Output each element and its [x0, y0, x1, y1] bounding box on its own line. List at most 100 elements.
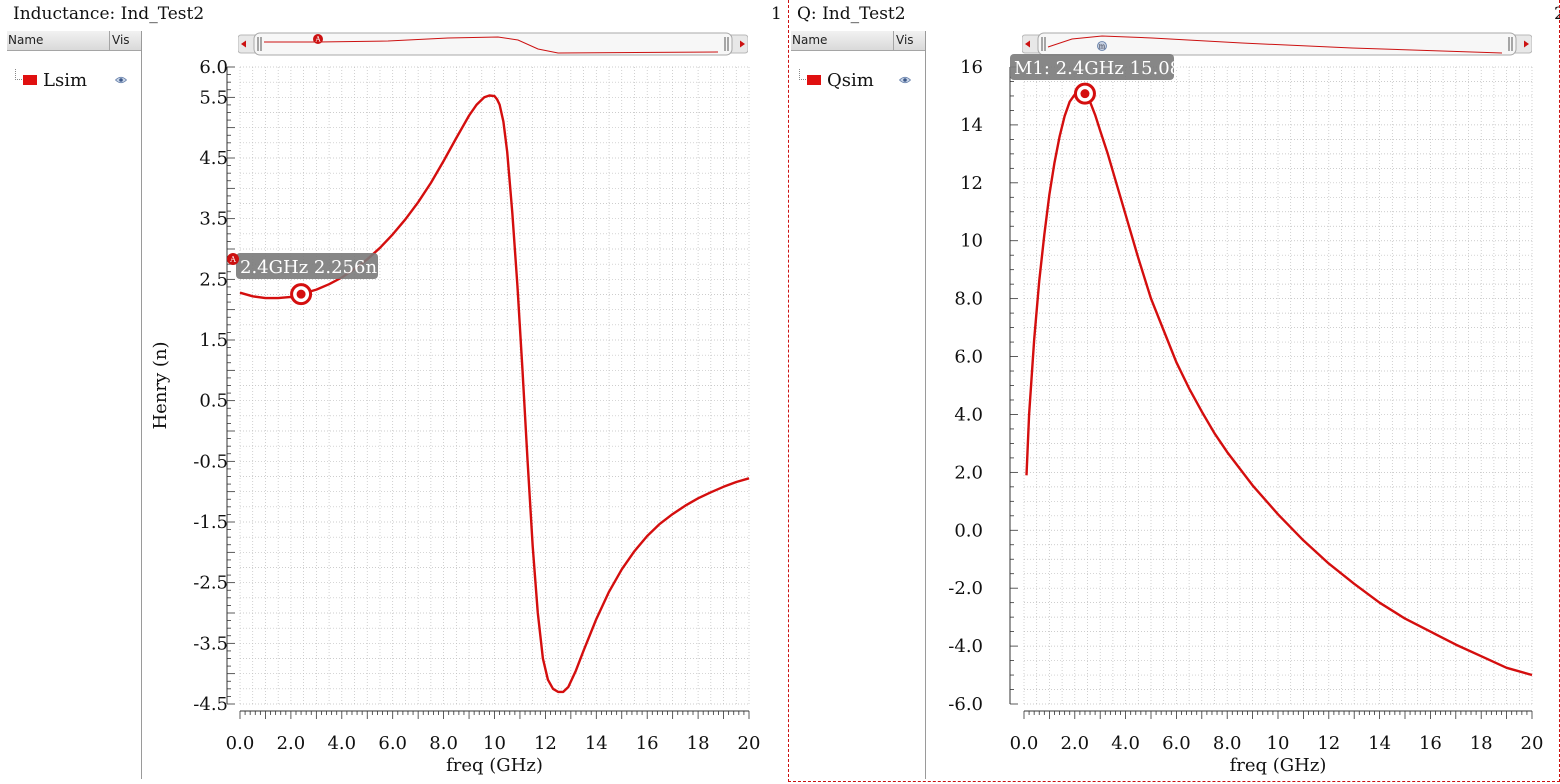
y-tick-label: 8.0	[954, 289, 983, 310]
y-tick-label: 16	[960, 57, 983, 78]
zoom-slider[interactable]: m	[1022, 31, 1532, 59]
y-tick-label: 4.5	[199, 148, 228, 169]
x-axis-title: freq (GHz)	[1230, 755, 1327, 776]
legend-name-header[interactable]: Name	[792, 33, 828, 47]
trace-name: Qsim	[827, 70, 874, 91]
x-axis: 0.0 2.0 4.0 6.0 8.0 10 12 14 16 18 20 freq (GHz)	[226, 710, 760, 776]
legend-vis-header[interactable]: Vis	[112, 33, 130, 47]
zoom-slider[interactable]: A	[238, 31, 748, 59]
marker-m1[interactable]: M1: 2.4GHz 15.08	[1010, 54, 1181, 105]
y-tick-label: -0.5	[193, 451, 228, 472]
y-tick-label: 0.5	[199, 391, 228, 412]
y-tick-label: 2.5	[199, 269, 228, 290]
trace-name: Lsim	[43, 70, 88, 91]
y-tick-label: -1.5	[193, 512, 228, 533]
y-tick-label: 2.0	[954, 462, 983, 483]
y-tick-label: 1.5	[199, 330, 228, 351]
x-tick-label: 18	[687, 733, 710, 754]
x-tick-label: 14	[1368, 733, 1391, 754]
x-tick-label: 4.0	[1111, 733, 1140, 754]
plot-grid	[1023, 66, 1533, 705]
pane-title: Inductance: Ind_Test2	[13, 4, 205, 24]
x-tick-label: 2.0	[277, 733, 306, 754]
legend-header: Name Vis	[791, 31, 925, 51]
pane-title: Q: Ind_Test2	[797, 4, 906, 24]
y-tick-label: -6.0	[948, 694, 983, 715]
marker-a[interactable]: 2.4GHz 2.256n A	[227, 253, 378, 306]
svg-text:m: m	[1099, 43, 1106, 51]
x-tick-label: 10	[483, 733, 506, 754]
x-tick-label: 0.0	[1010, 733, 1039, 754]
slider-left-handle[interactable]	[1041, 37, 1046, 51]
marker-badge-letter: A	[229, 255, 236, 264]
y-tick-label: 3.5	[199, 209, 228, 230]
marker-badge-icon	[227, 253, 239, 265]
column-separator	[109, 31, 110, 50]
slider-right-handle[interactable]	[724, 37, 729, 51]
y-axis-title: Henry (n)	[150, 341, 171, 429]
plot-pane-q[interactable]: Q: Ind_Test2 2 Name Vis Qsim m 1	[788, 0, 1560, 784]
y-tick-label: 12	[960, 173, 983, 194]
legend-trace-row[interactable]: Qsim	[791, 67, 925, 91]
trace-color-swatch	[23, 75, 37, 85]
x-tick-label: 4.0	[327, 733, 356, 754]
slider-right-handle[interactable]	[1508, 37, 1513, 51]
tree-connector	[799, 69, 808, 80]
x-tick-label: 12	[1317, 733, 1340, 754]
eye-icon[interactable]	[115, 76, 127, 84]
x-tick-label: 8.0	[429, 733, 458, 754]
trace-legend: Name Vis Lsim	[7, 31, 142, 779]
y-tick-label: -2.0	[948, 578, 983, 599]
y-axis: 6.0 5.5 4.5 3.5 2.5 1.5 0.5 -0.5 -1.5 -2.5 -3.5 -4.…	[150, 57, 235, 715]
x-tick-label: 8.0	[1213, 733, 1242, 754]
x-tick-label: 14	[585, 733, 608, 754]
y-tick-label: 6.0	[954, 347, 983, 368]
q-chart[interactable]: 16 14 12 10 8.0 6.0 4.0 2.0 0.0 -2.0 -4.0 -6.0 0.0 2.…	[788, 0, 1560, 784]
x-tick-label: 0.0	[226, 733, 255, 754]
slider-trace-preview	[264, 36, 719, 54]
y-tick-label: 10	[960, 231, 983, 252]
scroll-right-arrow-icon[interactable]	[740, 40, 745, 48]
scroll-left-arrow-icon[interactable]	[1025, 40, 1030, 48]
scroll-left-arrow-icon[interactable]	[241, 40, 246, 48]
eye-icon[interactable]	[899, 76, 911, 84]
trace-legend: Name Vis Qsim	[791, 31, 926, 779]
slider-marker-badge: m	[1097, 41, 1107, 51]
y-tick-label: 14	[960, 115, 983, 136]
tree-connector	[15, 69, 24, 80]
marker-label: M1: 2.4GHz 15.08	[1014, 58, 1181, 79]
slider-marker-badge: A	[313, 34, 323, 44]
plot-grid	[239, 66, 750, 705]
legend-header: Name Vis	[7, 31, 141, 51]
x-tick-label: 16	[636, 733, 659, 754]
legend-vis-header[interactable]: Vis	[896, 33, 914, 47]
x-axis-title: freq (GHz)	[446, 755, 543, 776]
plot-pane-inductance[interactable]: Inductance: Ind_Test2 1 Name Vis Lsim A	[0, 0, 786, 784]
y-tick-label: 6.0	[199, 57, 228, 78]
y-tick-label: 0.0	[954, 520, 983, 541]
y-tick-label: -4.0	[948, 636, 983, 657]
column-separator	[893, 31, 894, 50]
svg-text:A: A	[314, 36, 321, 44]
x-tick-label: 6.0	[1162, 733, 1191, 754]
series-line-qsim[interactable]	[1025, 91, 1533, 677]
marker-dot	[296, 289, 306, 299]
y-tick-label: -3.5	[193, 633, 228, 654]
slider-left-handle[interactable]	[257, 37, 262, 51]
x-tick-label: 2.0	[1060, 733, 1089, 754]
y-tick-label: 5.5	[199, 87, 228, 108]
marker-label-box	[236, 253, 378, 279]
marker-dot	[1080, 89, 1090, 99]
x-tick-label: 16	[1419, 733, 1442, 754]
slider-trace-preview	[1047, 35, 1503, 54]
legend-trace-row[interactable]: Lsim	[7, 67, 141, 91]
trace-color-swatch	[807, 75, 821, 85]
y-tick-label: -2.5	[193, 573, 228, 594]
scroll-right-arrow-icon[interactable]	[1524, 40, 1529, 48]
legend-name-header[interactable]: Name	[8, 33, 44, 47]
x-tick-label: 10	[1267, 733, 1290, 754]
inductance-chart[interactable]: 6.0 5.5 4.5 3.5 2.5 1.5 0.5 -0.5 -1.5 -2.5 -3.5 -4.…	[0, 0, 786, 784]
x-tick-label: 18	[1470, 733, 1493, 754]
pane-number: 2	[1554, 4, 1560, 24]
y-axis: 16 14 12 10 8.0 6.0 4.0 2.0 0.0 -2.0 -4.0 -6.0	[948, 57, 1018, 715]
